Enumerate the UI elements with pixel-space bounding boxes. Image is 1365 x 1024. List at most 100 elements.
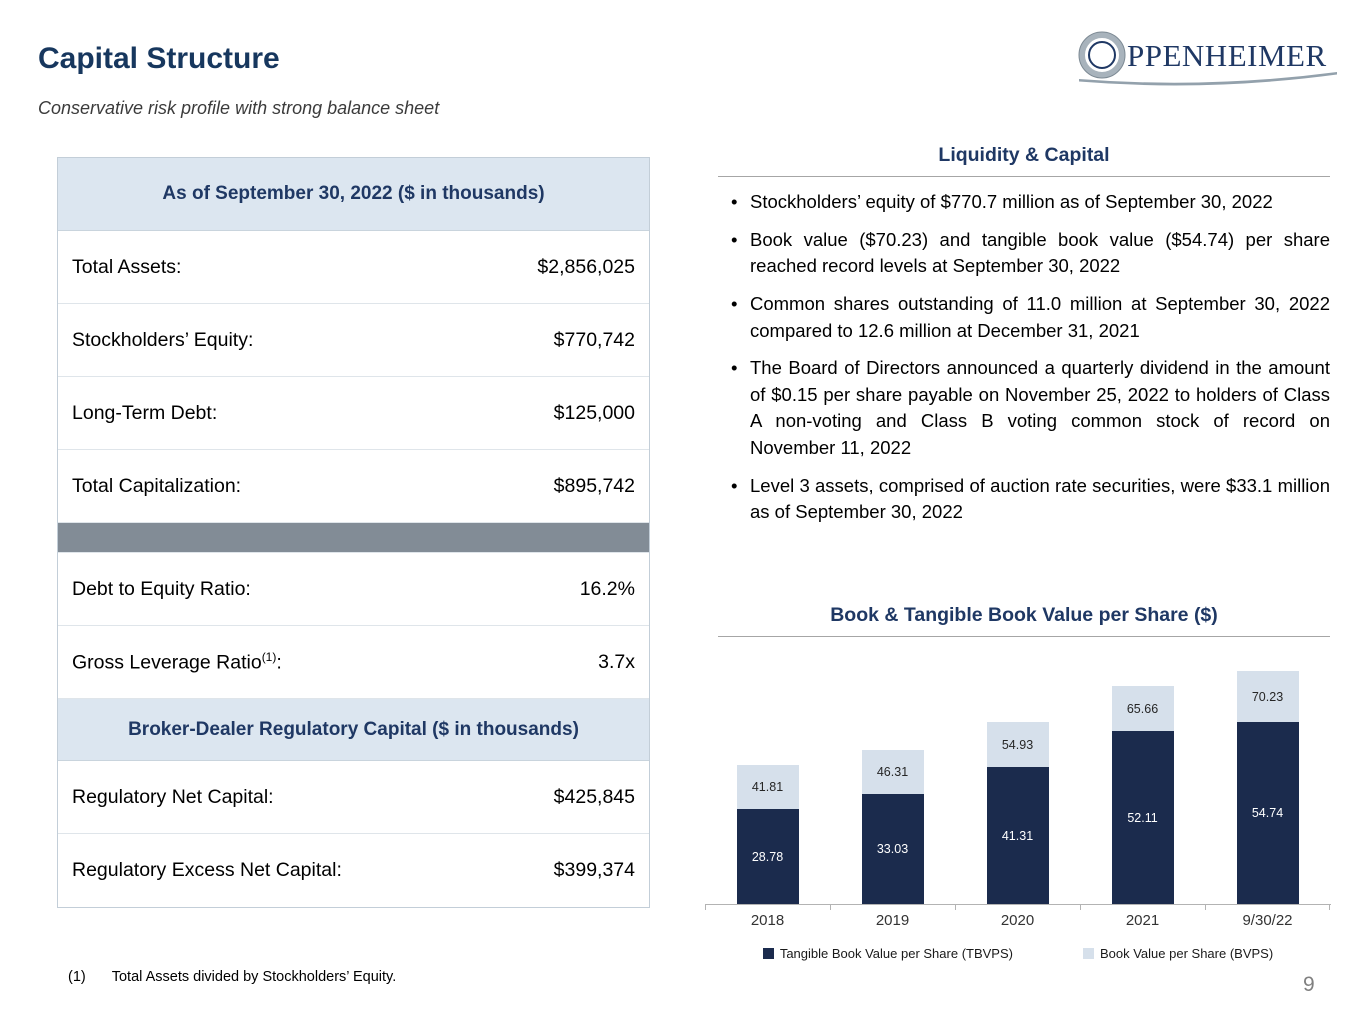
tbvps-segment: 52.11: [1111, 731, 1174, 904]
bar-9/30/22: 70.23 54.74: [1205, 671, 1330, 904]
table-row: Long-Term Debt: $125,000: [58, 377, 649, 450]
tbvps-segment: 41.31: [986, 767, 1049, 904]
page-subtitle: Conservative risk profile with strong ba…: [38, 98, 440, 118]
book-value-chart-plot: 41.81 28.78 46.31 33.03 54.93 41.31 65.66 52.11…: [705, 660, 1331, 910]
tbvps-segment: 28.78: [736, 809, 799, 904]
heading-rule: [718, 176, 1330, 177]
chart-x-axis-labels: 2018 2019 2020 2021 9/30/22: [705, 912, 1331, 934]
bvps-value-label: 54.93: [1001, 737, 1034, 752]
bvps-segment: 54.93: [986, 722, 1049, 767]
footnote: (1) Total Assets divided by Stockholders’…: [68, 969, 396, 985]
logo-o-ring-icon: [1079, 32, 1125, 78]
row-label: Stockholders’ Equity:: [72, 328, 254, 351]
tbvps-segment: 54.74: [1236, 722, 1299, 904]
table-row: Stockholders’ Equity: $770,742: [58, 304, 649, 377]
bullet-item: Book value ($70.23) and tangible book va…: [724, 227, 1330, 280]
bullet-item: Common shares outstanding of 11.0 millio…: [724, 291, 1330, 344]
footnote-marker: (1): [68, 969, 86, 985]
legend-swatch: [1082, 948, 1094, 959]
footnote-text: Total Assets divided by Stockholders’ Eq…: [111, 969, 397, 985]
bvps-segment: 41.81: [736, 765, 799, 809]
x-axis-label: 2018: [750, 912, 785, 929]
tbvps-value-label: 28.78: [751, 849, 784, 864]
bullet-item: Stockholders’ equity of $770.7 million a…: [724, 189, 1330, 216]
tbvps-value-label: 54.74: [1251, 806, 1284, 820]
row-label: Long-Term Debt:: [72, 401, 218, 424]
table-row: Regulatory Excess Net Capital: $399,374: [58, 834, 649, 907]
oppenheimer-logo: PPENHEIMER: [1075, 30, 1339, 88]
table-row: Total Assets: $2,856,025: [58, 231, 649, 304]
tbvps-segment: 33.03: [861, 794, 924, 904]
logo-underline-swoosh: [1079, 72, 1337, 86]
bar-2019: 46.31 33.03: [830, 750, 955, 904]
axis-tick: [830, 904, 831, 910]
axis-tick: [1329, 904, 1330, 910]
capital-structure-table: As of September 30, 2022 ($ in thousands…: [57, 157, 650, 908]
row-label: Gross Leverage Ratio(1):: [72, 649, 282, 674]
legend-label: Tangible Book Value per Share (TBVPS): [779, 946, 1013, 961]
stacked-bar: 41.81 28.78: [736, 765, 799, 904]
table-row: Total Capitalization: $895,742: [58, 450, 649, 523]
bvps-value-label: 70.23: [1251, 689, 1284, 704]
tbvps-value-label: 33.03: [876, 842, 909, 856]
bar-2018: 41.81 28.78: [705, 765, 830, 904]
bvps-value-label: 65.66: [1126, 701, 1159, 716]
axis-tick: [705, 904, 706, 910]
stacked-bar: 54.93 41.31: [986, 722, 1049, 904]
x-axis-label: 2021: [1125, 912, 1160, 929]
bvps-value-label: 46.31: [876, 765, 909, 779]
logo-text: PPENHEIMER: [1127, 38, 1327, 73]
page-number: 9: [1303, 973, 1315, 996]
table-row: Debt to Equity Ratio: 16.2%: [58, 553, 649, 626]
logo-graphic: PPENHEIMER: [1078, 31, 1337, 86]
axis-tick: [1205, 904, 1206, 910]
chart-title: Book & Tangible Book Value per Share ($): [830, 604, 1218, 626]
page-title: Capital Structure: [38, 42, 280, 75]
row-label: Regulatory Excess Net Capital:: [72, 859, 342, 881]
heading-rule: [718, 636, 1330, 637]
row-value: $895,742: [553, 474, 635, 497]
stacked-bar: 70.23 54.74: [1236, 671, 1299, 904]
x-axis-label: 9/30/22: [1242, 912, 1293, 929]
table-divider-band: [58, 523, 649, 553]
row-value: $125,000: [553, 401, 635, 424]
bvps-segment: 70.23: [1236, 671, 1299, 722]
table-header-broker-dealer: Broker-Dealer Regulatory Capital ($ in t…: [58, 699, 649, 761]
stacked-bar: 46.31 33.03: [861, 750, 924, 904]
bvps-value-label: 41.81: [751, 780, 784, 794]
x-axis-label: 2019: [875, 912, 910, 929]
tbvps-value-label: 52.11: [1127, 810, 1158, 825]
stacked-bar: 65.66 52.11: [1111, 686, 1174, 904]
table-row: Regulatory Net Capital: $425,845: [58, 761, 649, 834]
axis-tick: [1080, 904, 1081, 910]
footnote-reference: (1): [261, 649, 277, 664]
bullet-item: The Board of Directors announced a quart…: [724, 355, 1330, 462]
legend-label: Book Value per Share (BVPS): [1099, 946, 1274, 961]
chart-legend: Tangible Book Value per Share (TBVPS) Boo…: [705, 946, 1331, 961]
row-label: Total Capitalization:: [72, 474, 242, 497]
liquidity-bullet-list: Stockholders’ equity of $770.7 million a…: [724, 189, 1330, 537]
liquidity-capital-heading: Liquidity & Capital: [938, 144, 1110, 166]
axis-tick: [955, 904, 956, 910]
table-header-as-of: As of September 30, 2022 ($ in thousands…: [58, 158, 649, 231]
legend-swatch: [762, 948, 774, 959]
row-label: Regulatory Net Capital:: [72, 785, 274, 808]
bar-2020: 54.93 41.31: [955, 722, 1080, 904]
bvps-segment: 65.66: [1111, 686, 1174, 731]
table-row: Gross Leverage Ratio(1): 3.7x: [58, 626, 649, 699]
bullet-item: Level 3 assets, comprised of auction rat…: [724, 473, 1330, 526]
row-label: Total Assets:: [72, 255, 182, 278]
bvps-segment: 46.31: [861, 750, 924, 794]
row-value: $770,742: [553, 328, 635, 351]
row-label: Debt to Equity Ratio:: [72, 577, 251, 600]
row-value: $399,374: [553, 859, 635, 881]
row-value: $425,845: [553, 785, 635, 808]
legend-item: Tangible Book Value per Share (TBVPS): [762, 946, 1013, 961]
tbvps-value-label: 41.31: [1001, 828, 1034, 843]
row-value: 3.7x: [598, 650, 635, 673]
row-value: $2,856,025: [537, 255, 635, 278]
row-value: 16.2%: [579, 577, 635, 600]
x-axis-label: 2020: [1000, 912, 1035, 929]
bar-2021: 65.66 52.11: [1080, 686, 1205, 904]
legend-item: Book Value per Share (BVPS): [1082, 946, 1274, 961]
